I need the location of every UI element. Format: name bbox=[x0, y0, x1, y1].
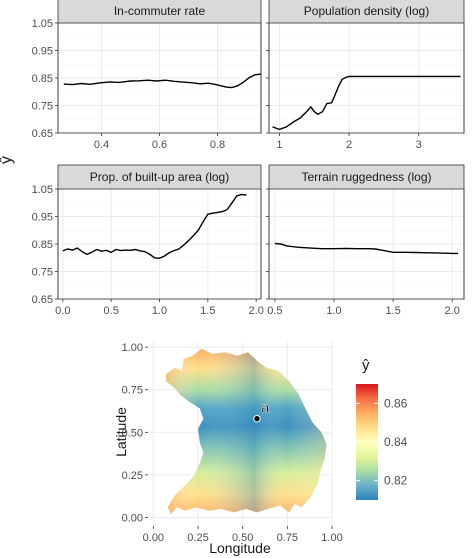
marked-point bbox=[253, 414, 261, 423]
facet-panel-1: In-commuter rate 0.4 0.6 0.8 0.65 0.75 0.85 0.9… bbox=[32, 0, 262, 151]
x-tick-label: 0.6 bbox=[152, 139, 167, 151]
y-tick-label: 0.75 bbox=[32, 101, 53, 113]
facet-panel-3: Prop. of built-up area (log) 0.0 0.5 1.0 1.5… bbox=[32, 164, 264, 317]
map-y-axis-label: Latitude bbox=[113, 407, 129, 457]
facet-panels: In-commuter rate 0.4 0.6 0.8 0.65 0.75 0.85 0.9… bbox=[32, 0, 465, 317]
map-x-axis-label: Longitude bbox=[209, 540, 271, 556]
facet-title: In-commuter rate bbox=[114, 4, 206, 18]
pdp-line bbox=[272, 75, 461, 131]
y-tick-label: 1.05 bbox=[32, 18, 53, 30]
facet-strip bbox=[57, 164, 262, 190]
x-tick-label: 2.0 bbox=[445, 305, 460, 317]
facet-strip bbox=[268, 164, 465, 190]
legend-tick-label: 0.84 bbox=[384, 435, 408, 449]
map-x-tick-label: 1.00 bbox=[321, 532, 342, 544]
y-axis-symbol: ŷ bbox=[0, 156, 15, 164]
map-x-tick-label: 0.50 bbox=[232, 532, 253, 544]
y-tick-label: 0.95 bbox=[32, 212, 53, 224]
x-tick-label: 0.0 bbox=[55, 305, 70, 317]
legend-title: ŷ bbox=[362, 357, 370, 374]
y-tick-label: 1.05 bbox=[32, 184, 53, 196]
x-tick-label: 2.0 bbox=[249, 305, 264, 317]
pdp-line bbox=[274, 242, 459, 255]
y-tick-label: 0.75 bbox=[32, 267, 53, 279]
y-tick-label: 0.65 bbox=[32, 294, 53, 306]
map-y-tick-label: 0.75 bbox=[122, 385, 143, 397]
x-tick-label: 0.8 bbox=[210, 139, 225, 151]
marked-point-label: a bbox=[261, 400, 270, 417]
x-tick-label: 1.0 bbox=[326, 305, 341, 317]
pdp-line bbox=[62, 193, 247, 260]
y-tick-label: 0.85 bbox=[32, 239, 53, 251]
x-tick-label: 2 bbox=[346, 139, 352, 151]
y-tick-label: 0.95 bbox=[32, 46, 53, 58]
legend-tick-label: 0.82 bbox=[384, 474, 408, 488]
x-tick-label: 3 bbox=[416, 139, 422, 151]
facet-title: Population density (log) bbox=[304, 4, 429, 18]
facet-panel-2: Population density (log) 1 2 3 bbox=[266, 0, 465, 151]
pdp-line bbox=[63, 73, 262, 89]
facet-panel-4: Terrain ruggedness (log) 0.5 1.0 1.5 2.0 bbox=[266, 164, 465, 317]
map-y-tick-label: 0.25 bbox=[122, 470, 143, 482]
map-x-tick-label: 0.75 bbox=[277, 532, 298, 544]
x-tick-label: 0.4 bbox=[94, 139, 109, 151]
x-tick-label: 0.5 bbox=[267, 305, 282, 317]
map-y-tick-label: 0.00 bbox=[122, 512, 143, 524]
map-x-tick-label: 0.25 bbox=[187, 532, 208, 544]
legend-tick-label: 0.86 bbox=[384, 396, 408, 410]
prediction-surface-shading bbox=[165, 348, 327, 515]
y-tick-label: 0.85 bbox=[32, 73, 53, 85]
map-panel: a 0.00 0.25 0.50 0.75 1.00 0.00 0.25 0.50 0.75 1.0… bbox=[122, 342, 408, 544]
map-y-tick-label: 1.00 bbox=[122, 342, 143, 354]
x-tick-label: 1.0 bbox=[152, 305, 167, 317]
y-tick-label: 0.65 bbox=[32, 128, 53, 140]
x-tick-label: 1.5 bbox=[385, 305, 400, 317]
x-tick-label: 1 bbox=[276, 139, 282, 151]
facet-title: Prop. of built-up area (log) bbox=[90, 170, 229, 184]
map-x-tick-label: 0.00 bbox=[143, 532, 164, 544]
x-tick-label: 0.5 bbox=[104, 305, 119, 317]
x-tick-label: 1.5 bbox=[200, 305, 215, 317]
legend-colorbar bbox=[356, 384, 378, 500]
facet-title: Terrain ruggedness (log) bbox=[301, 170, 431, 184]
map-y-tick-label: 0.50 bbox=[122, 427, 143, 439]
